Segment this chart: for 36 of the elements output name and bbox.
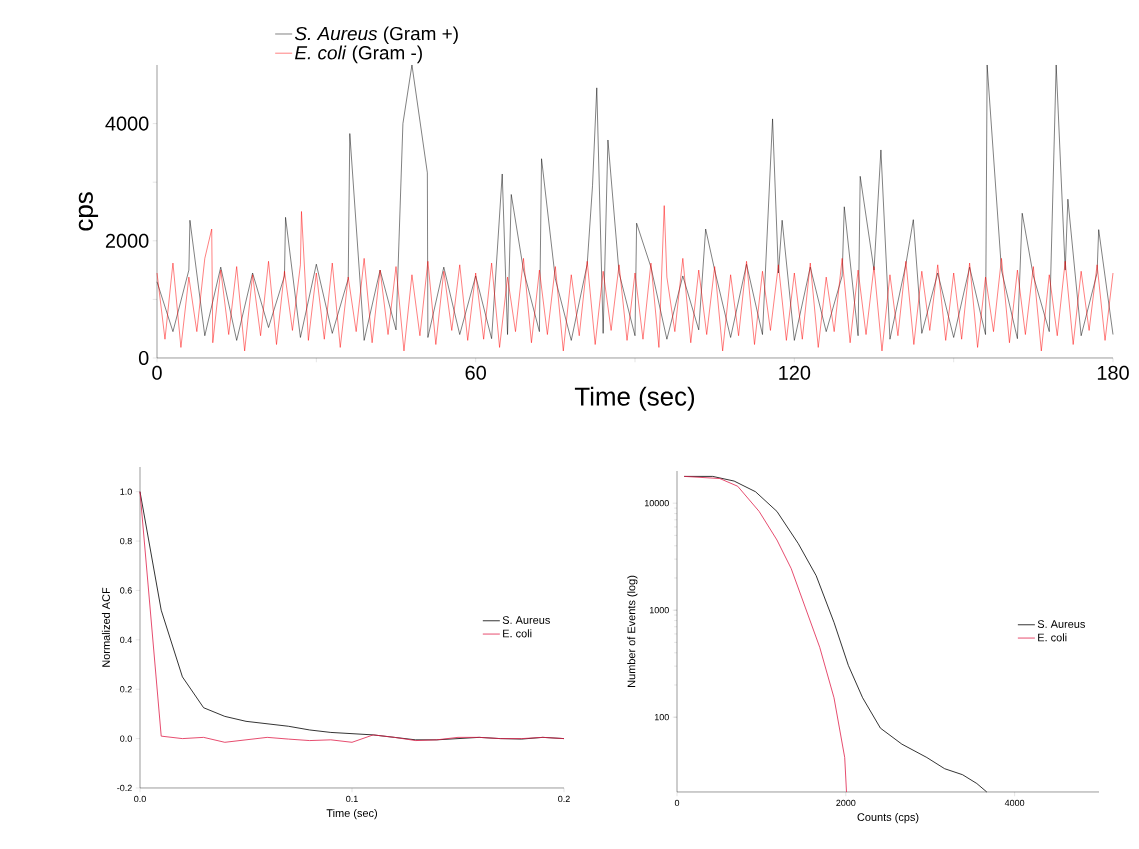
legend-label: S. Aureus — [1037, 620, 1085, 628]
y-axis-title: Normalized ACF — [101, 587, 110, 667]
x-tick-label: 180 — [1097, 365, 1129, 380]
line-series — [683, 476, 847, 793]
x-tick-label: 2000 — [836, 799, 856, 807]
legend-label: E. coli — [1038, 633, 1067, 642]
line-series — [156, 205, 1114, 352]
y-tick-label: -0.2 — [117, 784, 132, 792]
x-axis-title: Time (sec) — [326, 808, 377, 820]
y-tick-label: 4000 — [105, 116, 149, 131]
legend-label: E. coli — [503, 629, 532, 638]
y-tick-label: 100 — [654, 714, 669, 721]
x-axis-title: Time (sec) — [574, 386, 695, 411]
y-tick-label: 0 — [138, 350, 149, 366]
y-tick-label: 0.6 — [120, 587, 132, 594]
y-tick-label: 10000 — [644, 500, 669, 507]
y-axis-title: Number of Events (log) — [627, 575, 638, 687]
x-tick-label: 4000 — [1004, 799, 1025, 807]
legend-label: E. coli (Gram -) — [294, 45, 422, 64]
y-tick-label: 0.8 — [120, 537, 132, 545]
y-tick-label: 0.4 — [120, 636, 132, 644]
x-tick-label: 60 — [465, 365, 486, 380]
y-axis-title: cps — [78, 192, 99, 231]
y-tick-label: 2000 — [105, 233, 149, 248]
legend-label: S. Aureus (Gram +) — [294, 26, 458, 45]
x-tick-label: 0 — [674, 799, 680, 807]
x-tick-label: 0.1 — [346, 795, 358, 803]
x-tick-label: 0 — [152, 365, 162, 380]
y-tick-label: 1.0 — [120, 488, 132, 495]
y-tick-label: 1000 — [649, 607, 669, 614]
y-tick-label: 0.0 — [120, 735, 132, 742]
y-tick-label: 0.2 — [120, 686, 132, 693]
legend-label: S. Aureus — [502, 616, 550, 624]
x-tick-label: 0.2 — [558, 795, 570, 803]
x-tick-label: 120 — [779, 365, 811, 380]
x-axis-title: Counts (cps) — [857, 812, 919, 824]
